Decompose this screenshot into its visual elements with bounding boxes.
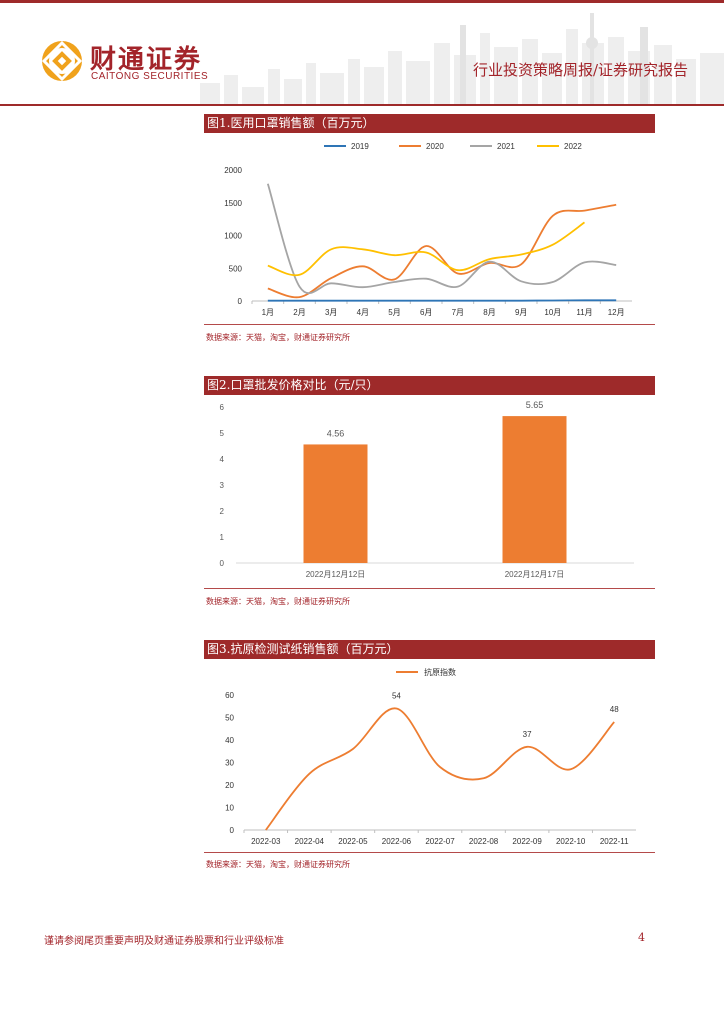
legend-label-2020: 2020	[426, 142, 444, 151]
y-tick-label: 2	[220, 507, 225, 516]
x-tick-label: 2022月12月12日	[306, 570, 366, 579]
figure-1-source: 数据来源：天猫，淘宝，财通证券研究所	[206, 333, 350, 342]
series-line	[265, 707, 615, 831]
figure-2-source: 数据来源：天猫，淘宝，财通证券研究所	[206, 597, 350, 606]
point-data-label: 48	[610, 705, 619, 714]
x-tick-label: 4月	[357, 308, 369, 317]
y-tick-label: 50	[225, 714, 234, 723]
x-tick-label: 2022-06	[382, 837, 412, 846]
bar-1	[303, 444, 368, 563]
x-tick-label: 9月	[515, 308, 527, 317]
x-tick-label: 5月	[388, 308, 400, 317]
brand-name-en: CAITONG SECURITIES	[91, 71, 209, 82]
x-tick-label: 1月	[262, 308, 274, 317]
y-tick-label: 10	[225, 804, 234, 813]
x-tick-label: 2022-11	[600, 837, 629, 846]
y-tick-label: 3	[220, 481, 225, 490]
caitong-logo-icon	[41, 40, 83, 82]
footer-disclaimer: 谨请参阅尾页重要声明及财通证券股票和行业评级标准	[44, 936, 284, 947]
legend-label: 抗原指数	[424, 667, 456, 677]
y-tick-label: 40	[225, 736, 234, 745]
y-tick-label: 4	[220, 455, 225, 464]
point-data-label: 37	[523, 730, 532, 739]
page-number: 4	[638, 931, 645, 944]
city-skyline-decoration	[200, 13, 724, 106]
figure-3-source-rule	[204, 852, 655, 853]
x-tick-label: 2022月12月17日	[505, 570, 565, 579]
figure-1-line-chart: 0 500 1000 1500 2000 1月 2月 3月 4月 5月 6月 7月 8月 9月 10月 11月…	[224, 142, 632, 317]
y-tick-label: 0	[220, 559, 225, 568]
x-tick-label: 2022-08	[469, 837, 499, 846]
x-tick-label: 12月	[608, 308, 625, 317]
series-line-2021	[266, 183, 617, 294]
x-tick-label: 11月	[576, 308, 592, 317]
x-tick-label: 3月	[325, 308, 337, 317]
legend-label-2019: 2019	[351, 142, 369, 151]
series-line-2022	[267, 221, 586, 277]
figure-3-title: 图3.抗原检测试纸销售额（百万元）	[204, 640, 655, 659]
header-rule	[0, 104, 724, 106]
figure-3-source: 数据来源：天猫，淘宝，财通证券研究所	[206, 860, 350, 869]
x-tick-label: 2022-09	[512, 837, 542, 846]
y-tick-label: 2000	[224, 166, 242, 175]
figure-2-title: 图2.口罩批发价格对比（元/只）	[204, 376, 655, 395]
legend-label-2022: 2022	[564, 142, 582, 151]
figure-1-source-rule	[204, 324, 655, 325]
y-tick-label: 60	[225, 691, 234, 700]
y-tick-label: 6	[220, 403, 225, 412]
y-tick-label: 1500	[224, 199, 242, 208]
figure-2-source-rule	[204, 588, 655, 589]
x-tick-label: 6月	[420, 308, 432, 317]
x-tick-label: 2月	[293, 308, 305, 317]
x-tick-label: 7月	[452, 308, 464, 317]
y-tick-label: 0	[238, 297, 243, 306]
figure-2-bar-chart: 0 1 2 3 4 5 6 4.56 2022月12月12日 5.65 2022月12月17日	[220, 400, 634, 579]
x-tick-label: 2022-05	[338, 837, 368, 846]
x-tick-label: 8月	[483, 308, 495, 317]
y-tick-label: 30	[225, 759, 234, 768]
y-tick-label: 0	[230, 826, 235, 835]
series-line-2020	[267, 203, 617, 299]
y-tick-label: 1000	[224, 232, 242, 241]
x-tick-label: 2022-04	[295, 837, 325, 846]
y-tick-label: 20	[225, 781, 234, 790]
brand-name-cn: 财通证券	[90, 45, 203, 75]
point-data-label: 54	[392, 692, 401, 701]
figure-1-title: 图1.医用口罩销售额（百万元）	[204, 114, 655, 133]
figure-3-line-chart: 0 10 20 30 40 50 60 2022-03 2022-04 2022-05 2022-0…	[225, 667, 636, 846]
x-tick-label: 10月	[544, 308, 561, 317]
x-tick-label: 2022-10	[556, 837, 586, 846]
page-header: 财通证券 CAITONG SECURITIES 行业投资策略周报/证券研究报告	[0, 3, 724, 106]
legend-label-2021: 2021	[497, 142, 515, 151]
report-type: 行业投资策略周报/证券研究报告	[472, 61, 688, 79]
x-tick-label: 2022-03	[251, 837, 281, 846]
x-tick-label: 2022-07	[425, 837, 455, 846]
y-tick-label: 500	[229, 264, 243, 273]
y-tick-label: 5	[220, 429, 225, 438]
bar-data-label: 5.65	[526, 400, 544, 410]
top-border	[0, 0, 724, 3]
y-tick-label: 1	[220, 533, 225, 542]
bar-data-label: 4.56	[327, 428, 345, 438]
bar-2	[502, 416, 567, 563]
